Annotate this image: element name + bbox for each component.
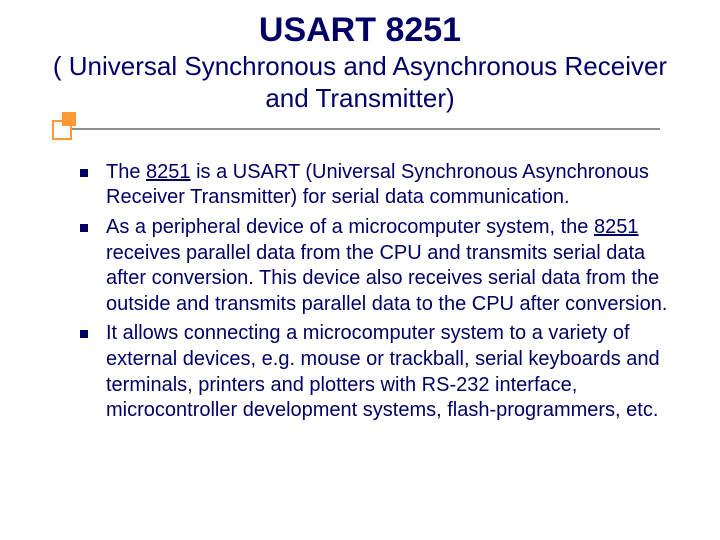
slide: USART 8251 ( Universal Synchronous and A…: [0, 0, 720, 448]
text-underlined: 8251: [146, 161, 191, 183]
text-post: It allows connecting a microcomputer sys…: [106, 322, 660, 421]
list-item: The 8251 is a USART (Universal Synchrono…: [80, 160, 684, 211]
text-post: receives parallel data from the CPU and …: [106, 242, 667, 315]
text-underlined: 8251: [594, 216, 639, 238]
slide-title: USART 8251: [30, 12, 690, 49]
accent-square-fill: [62, 112, 76, 126]
text-pre: The: [106, 161, 146, 183]
bullet-list: The 8251 is a USART (Universal Synchrono…: [30, 160, 690, 424]
bullet-text: It allows connecting a microcomputer sys…: [106, 321, 684, 423]
bullet-text: As a peripheral device of a microcompute…: [106, 215, 684, 317]
list-item: As a peripheral device of a microcompute…: [80, 215, 684, 317]
bullet-icon: [80, 224, 88, 232]
text-pre: As a peripheral device of a microcompute…: [106, 216, 594, 238]
accent-decoration: [30, 124, 690, 142]
slide-subtitle: ( Universal Synchronous and Asynchronous…: [30, 51, 690, 113]
bullet-text: The 8251 is a USART (Universal Synchrono…: [106, 160, 684, 211]
bullet-icon: [80, 330, 88, 338]
bullet-icon: [80, 169, 88, 177]
accent-line: [70, 128, 660, 130]
list-item: It allows connecting a microcomputer sys…: [80, 321, 684, 423]
